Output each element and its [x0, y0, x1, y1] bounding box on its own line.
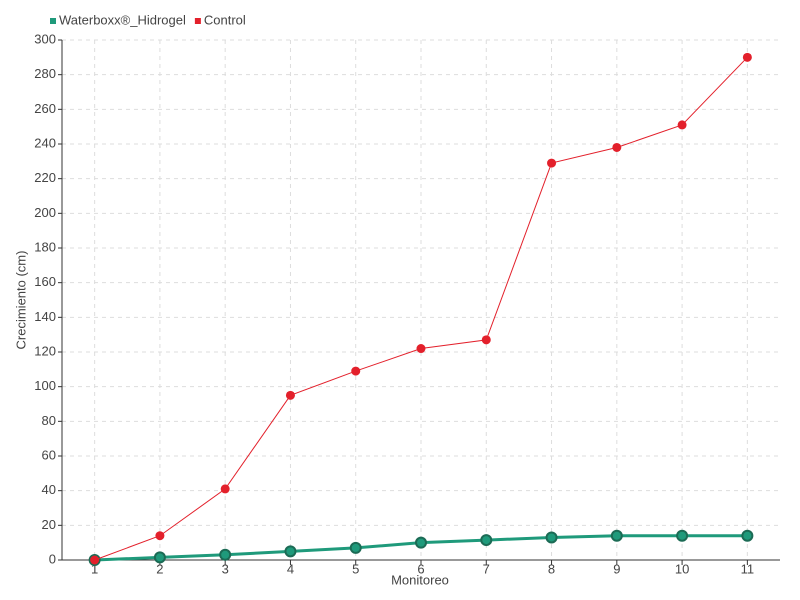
data-point: [220, 484, 230, 494]
data-point: [677, 120, 687, 130]
data-point: [545, 531, 558, 544]
x-tick-label: 11: [741, 561, 755, 576]
data-point: [676, 529, 689, 542]
data-point: [481, 335, 491, 345]
x-tick-label: 9: [613, 561, 620, 576]
series-line: [94, 56, 748, 561]
y-tick-label: 220: [34, 170, 56, 185]
data-point: [284, 545, 297, 558]
y-tick-label: 40: [42, 482, 56, 497]
y-tick-label: 300: [34, 31, 56, 46]
data-point: [285, 390, 295, 400]
x-axis-label: Monitoreo: [391, 572, 449, 587]
data-point: [416, 344, 426, 354]
data-point: [610, 529, 623, 542]
y-axis-label: Crecimiento (cm): [13, 251, 28, 350]
y-tick-label: 20: [42, 517, 56, 532]
x-tick-label: 2: [156, 561, 163, 576]
y-tick-label: 140: [34, 309, 56, 324]
data-point: [155, 531, 165, 541]
y-tick-label: 280: [34, 66, 56, 81]
y-tick-label: 260: [34, 101, 56, 116]
data-point: [349, 541, 362, 554]
y-tick-label: 180: [34, 239, 56, 254]
legend-swatch: [194, 18, 201, 24]
legend-swatch: [50, 18, 56, 24]
data-point: [351, 366, 361, 376]
y-tick-label: 100: [34, 378, 56, 393]
x-tick-label: 4: [287, 561, 294, 576]
y-tick-label: 200: [34, 205, 56, 220]
x-tick-label: 5: [352, 561, 359, 576]
data-point: [547, 158, 557, 168]
data-point: [480, 534, 493, 547]
y-tick-label: 120: [34, 343, 56, 358]
data-point: [90, 555, 100, 565]
data-point: [741, 529, 754, 542]
x-tick-label: 1: [91, 561, 98, 576]
y-tick-label: 0: [49, 551, 56, 566]
data-point: [219, 548, 232, 561]
data-point: [153, 551, 166, 564]
x-tick-label: 8: [548, 561, 555, 576]
x-tick-label: 3: [222, 561, 229, 576]
y-tick-label: 60: [42, 447, 56, 462]
x-tick-label: 10: [675, 561, 689, 576]
legend-label: Control: [204, 12, 246, 27]
y-tick-label: 160: [34, 274, 56, 289]
data-point: [612, 142, 622, 152]
data-point: [742, 52, 752, 62]
data-point: [415, 536, 427, 549]
x-tick-label: 7: [483, 561, 490, 576]
x-tick-label: 6: [417, 561, 424, 576]
y-tick-label: 80: [42, 413, 56, 428]
legend-label: Waterboxx®_Hidrogel: [59, 12, 186, 27]
y-tick-label: 240: [34, 135, 56, 150]
